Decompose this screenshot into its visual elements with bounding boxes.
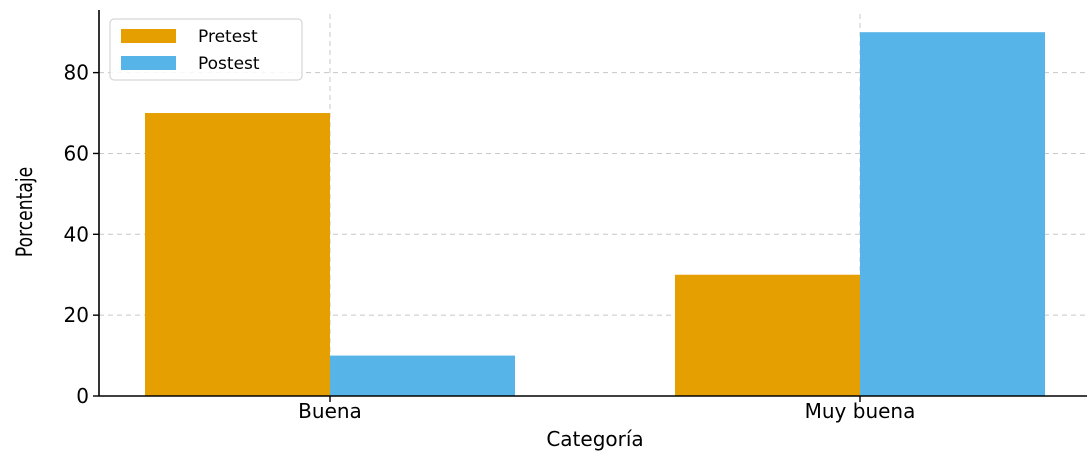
legend-label-postest: Postest: [198, 54, 260, 74]
y-axis-title: Porcentaje: [12, 167, 38, 257]
legend-swatch-postest: [121, 56, 176, 70]
y-tick-label: 0: [76, 384, 89, 408]
legend-label-pretest: Pretest: [198, 27, 258, 47]
axes: [98, 10, 1087, 397]
legend-swatch-pretest: [121, 29, 176, 43]
bars: [145, 32, 1045, 396]
bar-postest-muy-buena: [860, 32, 1045, 396]
tick-labels: 0 20 40 60 80 Buena Muy buena: [64, 61, 916, 423]
bar-postest-buena: [330, 355, 515, 396]
y-tick-label: 60: [64, 141, 89, 165]
x-axis-title: Categoría: [546, 427, 643, 451]
y-tick-label: 20: [64, 303, 89, 327]
legend: Pretest Postest: [109, 18, 303, 81]
bar-pretest-muy-buena: [675, 274, 860, 396]
x-tick-label: Muy buena: [805, 399, 916, 423]
y-tick-label: 80: [64, 61, 89, 85]
y-tick-label: 40: [64, 222, 89, 246]
bar-pretest-buena: [145, 113, 330, 396]
x-tick-label: Buena: [298, 399, 362, 423]
